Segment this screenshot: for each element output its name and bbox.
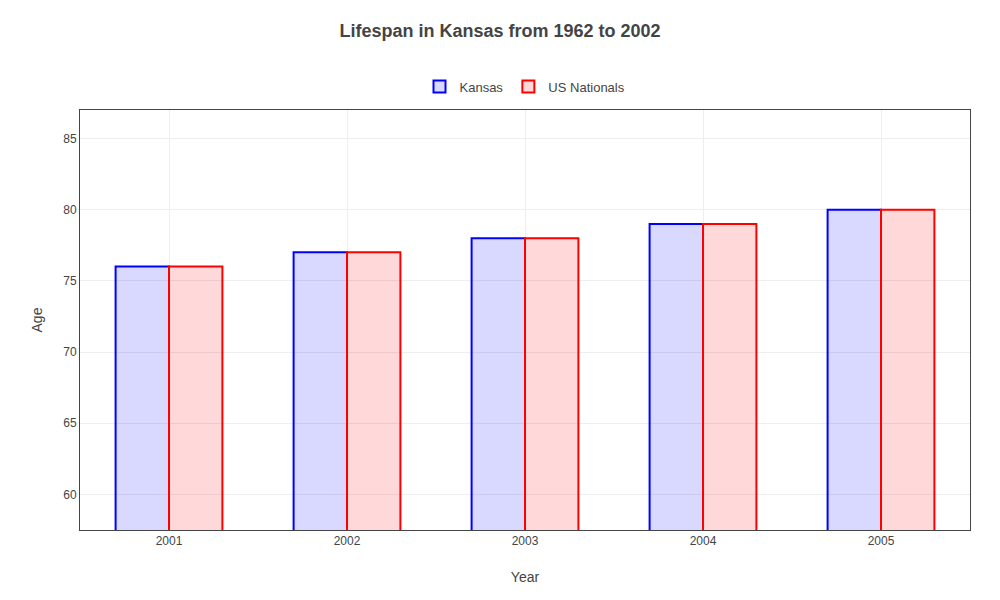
svg-text:70: 70 xyxy=(63,345,77,359)
svg-text:75: 75 xyxy=(63,274,77,288)
svg-text:2004: 2004 xyxy=(690,534,717,548)
svg-text:85: 85 xyxy=(63,132,77,146)
svg-text:Lifespan in Kansas from 1962 t: Lifespan in Kansas from 1962 to 2002 xyxy=(339,21,660,41)
svg-text:Kansas: Kansas xyxy=(460,80,504,95)
svg-text:65: 65 xyxy=(63,416,77,430)
svg-text:Age: Age xyxy=(29,307,45,332)
svg-text:80: 80 xyxy=(63,203,77,217)
svg-text:60: 60 xyxy=(63,488,77,502)
svg-text:2003: 2003 xyxy=(512,534,539,548)
svg-text:US Nationals: US Nationals xyxy=(548,80,624,95)
svg-text:2001: 2001 xyxy=(156,534,183,548)
svg-text:Year: Year xyxy=(511,569,540,585)
svg-text:2005: 2005 xyxy=(868,534,895,548)
svg-text:2002: 2002 xyxy=(334,534,361,548)
